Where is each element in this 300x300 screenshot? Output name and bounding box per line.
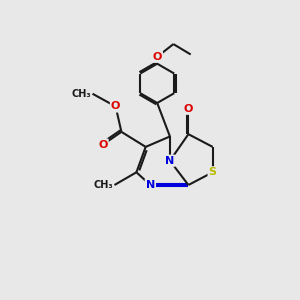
Text: O: O bbox=[111, 101, 120, 112]
Text: CH₃: CH₃ bbox=[72, 89, 92, 99]
Text: O: O bbox=[152, 52, 162, 62]
Text: O: O bbox=[98, 140, 108, 150]
Text: O: O bbox=[184, 104, 193, 114]
Text: S: S bbox=[209, 167, 217, 177]
Text: CH₃: CH₃ bbox=[94, 180, 113, 190]
Text: N: N bbox=[146, 180, 155, 190]
Text: N: N bbox=[165, 156, 175, 166]
